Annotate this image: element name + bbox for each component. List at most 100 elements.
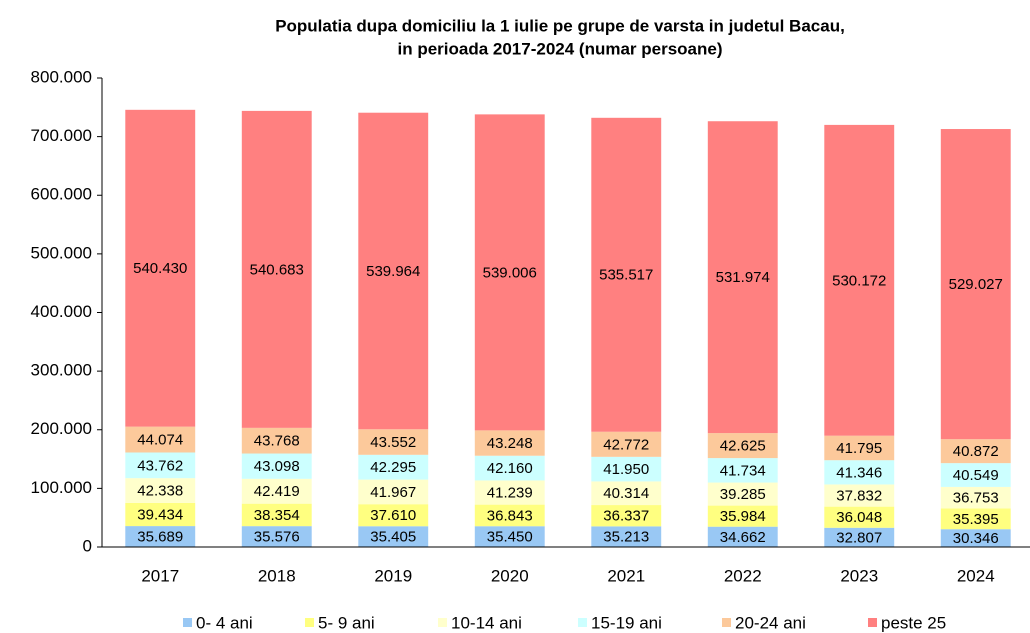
data-label: 36.843 bbox=[487, 507, 533, 524]
x-tick-label: 2020 bbox=[491, 566, 529, 585]
bar-segment bbox=[591, 431, 662, 457]
bar-segment bbox=[940, 508, 1011, 530]
data-label: 36.337 bbox=[603, 508, 649, 525]
bar-segment bbox=[591, 117, 662, 432]
bar-segment bbox=[824, 484, 895, 507]
chart-title: in perioada 2017-2024 (numar persoane) bbox=[397, 39, 722, 58]
bar-segment bbox=[125, 478, 196, 503]
bar-segment bbox=[707, 526, 778, 547]
bar-segment bbox=[591, 456, 662, 482]
bar-segment bbox=[707, 505, 778, 527]
bar-segment bbox=[474, 504, 545, 527]
x-tick-label: 2018 bbox=[258, 566, 296, 585]
bar-segment bbox=[474, 480, 545, 505]
y-tick-label: 300.000 bbox=[31, 361, 92, 380]
chart-title: Populatia dupa domiciliu la 1 iulie pe g… bbox=[275, 16, 845, 35]
data-label: 43.248 bbox=[487, 435, 533, 452]
y-tick-label: 100.000 bbox=[31, 478, 92, 497]
data-label: 38.354 bbox=[254, 507, 300, 524]
data-label: 35.689 bbox=[137, 529, 183, 546]
legend-label: 20-24 ani bbox=[735, 613, 806, 632]
bar-segment bbox=[358, 479, 429, 505]
bar-segment bbox=[824, 124, 895, 436]
data-label: 530.172 bbox=[832, 272, 886, 289]
bar-segment bbox=[125, 502, 196, 527]
data-label: 36.048 bbox=[836, 509, 882, 526]
legend-swatch bbox=[183, 618, 192, 627]
data-label: 41.795 bbox=[836, 440, 882, 457]
data-label: 40.549 bbox=[953, 467, 999, 484]
data-label: 42.772 bbox=[603, 436, 649, 453]
data-label: 40.314 bbox=[603, 485, 649, 502]
bar-segment bbox=[591, 505, 662, 527]
x-tick-label: 2023 bbox=[840, 566, 878, 585]
bar-segment bbox=[707, 433, 778, 459]
bar-segment bbox=[358, 112, 429, 430]
legend-swatch bbox=[438, 618, 447, 627]
data-label: 41.967 bbox=[370, 484, 416, 501]
data-label: 41.346 bbox=[836, 464, 882, 481]
data-label: 43.762 bbox=[137, 457, 183, 474]
data-label: 41.734 bbox=[720, 462, 766, 479]
bar-segment bbox=[474, 526, 545, 547]
bar-segment bbox=[824, 527, 895, 547]
data-label: 39.434 bbox=[137, 506, 183, 523]
x-tick-label: 2019 bbox=[374, 566, 412, 585]
y-tick-label: 400.000 bbox=[31, 302, 92, 321]
data-label: 43.098 bbox=[254, 458, 300, 475]
bar-segment bbox=[241, 110, 312, 428]
data-label: 42.419 bbox=[254, 483, 300, 500]
bar-segment bbox=[940, 129, 1011, 440]
data-label: 540.683 bbox=[250, 261, 304, 278]
bar-segment bbox=[125, 109, 196, 427]
y-tick-label: 700.000 bbox=[31, 126, 92, 145]
legend-label: peste 25 bbox=[881, 613, 946, 632]
x-tick-label: 2017 bbox=[141, 566, 179, 585]
data-label: 36.753 bbox=[953, 490, 999, 507]
legend-label: 15-19 ani bbox=[591, 613, 662, 632]
bar-segment bbox=[241, 427, 312, 454]
bar-segment bbox=[241, 453, 312, 479]
data-label: 44.074 bbox=[137, 432, 183, 449]
y-tick-label: 200.000 bbox=[31, 419, 92, 438]
bar-segment bbox=[474, 430, 545, 456]
bar-segment bbox=[125, 426, 196, 453]
data-label: 42.625 bbox=[720, 438, 766, 455]
x-tick-label: 2022 bbox=[724, 566, 762, 585]
bar-segment bbox=[824, 435, 895, 461]
data-label: 30.346 bbox=[953, 530, 999, 547]
data-label: 531.974 bbox=[716, 269, 770, 286]
data-label: 539.964 bbox=[366, 263, 420, 280]
bar-segment bbox=[241, 503, 312, 527]
legend-swatch bbox=[305, 618, 314, 627]
y-tick-label: 500.000 bbox=[31, 243, 92, 262]
data-label: 35.405 bbox=[370, 529, 416, 546]
bar-segment bbox=[707, 121, 778, 434]
data-label: 35.213 bbox=[603, 529, 649, 546]
data-label: 41.950 bbox=[603, 461, 649, 478]
bar-segment bbox=[358, 429, 429, 455]
bar-segment bbox=[940, 439, 1011, 464]
data-label: 37.610 bbox=[370, 507, 416, 524]
data-label: 539.006 bbox=[483, 264, 537, 281]
data-label: 35.450 bbox=[487, 529, 533, 546]
x-tick-label: 2021 bbox=[607, 566, 645, 585]
bar-segment bbox=[707, 458, 778, 483]
bar-segment bbox=[358, 526, 429, 547]
bar-segment bbox=[824, 460, 895, 485]
bar-segment bbox=[940, 463, 1011, 487]
legend-swatch bbox=[868, 618, 877, 627]
bar-segment bbox=[125, 452, 196, 479]
legend-swatch bbox=[578, 618, 587, 627]
bar-segment bbox=[707, 482, 778, 506]
legend-label: 0- 4 ani bbox=[196, 613, 253, 632]
data-label: 42.338 bbox=[137, 483, 183, 500]
data-label: 40.872 bbox=[953, 443, 999, 460]
data-label: 37.832 bbox=[836, 488, 882, 505]
x-tick-label: 2024 bbox=[957, 566, 995, 585]
bar-segment bbox=[125, 526, 196, 547]
data-label: 35.395 bbox=[953, 511, 999, 528]
y-tick-label: 0 bbox=[83, 536, 92, 555]
data-label: 39.285 bbox=[720, 486, 766, 503]
